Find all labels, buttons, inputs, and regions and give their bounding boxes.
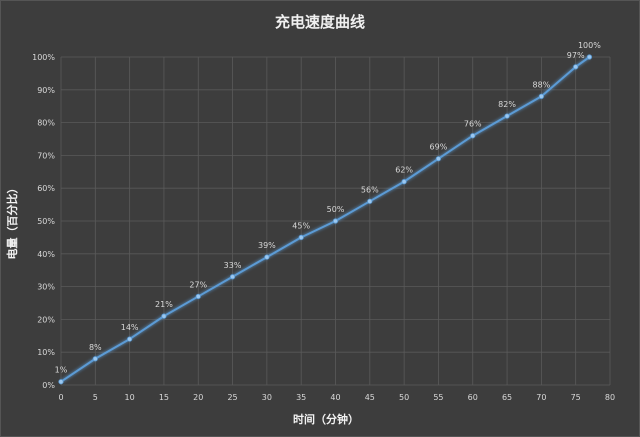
y-tick-label: 90% [37,86,55,95]
x-tick-label: 15 [159,393,169,402]
y-tick-label: 50% [37,217,55,226]
y-axis-title: 电量（百分比） [5,183,19,260]
data-point [92,356,98,362]
data-point [586,54,593,60]
data-point [470,133,476,139]
data-label: 56% [361,185,379,194]
data-point [573,64,579,70]
data-label: 14% [121,323,139,332]
data-label: 39% [258,241,276,250]
data-point [401,179,407,185]
x-tick-label: 5 [93,393,98,402]
x-tick-label: 50 [399,393,409,402]
x-tick-label: 45 [365,393,375,402]
data-point [504,113,510,119]
y-tick-label: 40% [37,250,55,259]
x-tick-label: 80 [605,393,615,402]
x-tick-label: 60 [468,393,478,402]
data-point [538,93,544,99]
data-label: 50% [327,205,345,214]
x-tick-label: 20 [193,393,203,402]
data-point [127,336,133,342]
data-label: 27% [189,280,207,289]
x-tick-label: 0 [58,393,63,402]
data-label: 21% [155,300,173,309]
data-label: 76% [464,120,482,129]
y-tick-label: 30% [37,283,55,292]
data-labels: 1% 8% 14% 21% 27% 33% 39% 45% 50% 56% 62% 69% 76% 82%… [55,41,602,375]
data-point [229,274,236,280]
data-point [264,254,270,260]
x-axis-title: 时间（分钟） [293,412,359,426]
charge-series [58,54,593,385]
x-tick-label: 75 [571,393,581,402]
y-tick-label: 10% [37,348,55,357]
data-label: 8% [89,343,102,352]
data-label: 100% [578,41,601,50]
data-point [367,198,373,204]
data-label: 69% [430,143,448,152]
x-tick-label: 55 [433,393,443,402]
data-label: 97% [567,51,585,60]
y-tick-label: 0% [42,381,55,390]
data-point [195,293,201,300]
x-tick-label: 70 [536,393,546,402]
y-tick-label: 60% [37,184,55,193]
axis-ticks: 0 5 10 15 20 25 30 35 40 45 50 55 60 65 70 75 80 0% 10% 20%… [32,53,615,402]
x-tick-label: 40 [330,393,340,402]
data-label: 1% [55,366,68,375]
x-tick-label: 25 [227,393,237,402]
data-point [332,218,339,224]
y-tick-label: 100% [32,53,55,62]
x-tick-label: 65 [502,393,512,402]
data-point [161,313,167,319]
data-label: 45% [292,221,310,230]
y-tick-label: 80% [37,119,55,128]
data-label: 82% [498,100,516,109]
x-tick-label: 35 [296,393,306,402]
data-label: 62% [395,166,413,175]
data-label: 88% [532,80,550,89]
chart-title: 充电速度曲线 [275,13,365,31]
data-point [435,156,442,162]
grid-lines [60,56,611,386]
y-tick-label: 70% [37,151,55,160]
x-tick-label: 10 [125,393,135,402]
y-tick-label: 20% [37,315,55,324]
data-point [298,234,304,240]
data-point [58,379,64,385]
data-label: 33% [224,261,242,270]
x-tick-label: 30 [262,393,272,402]
